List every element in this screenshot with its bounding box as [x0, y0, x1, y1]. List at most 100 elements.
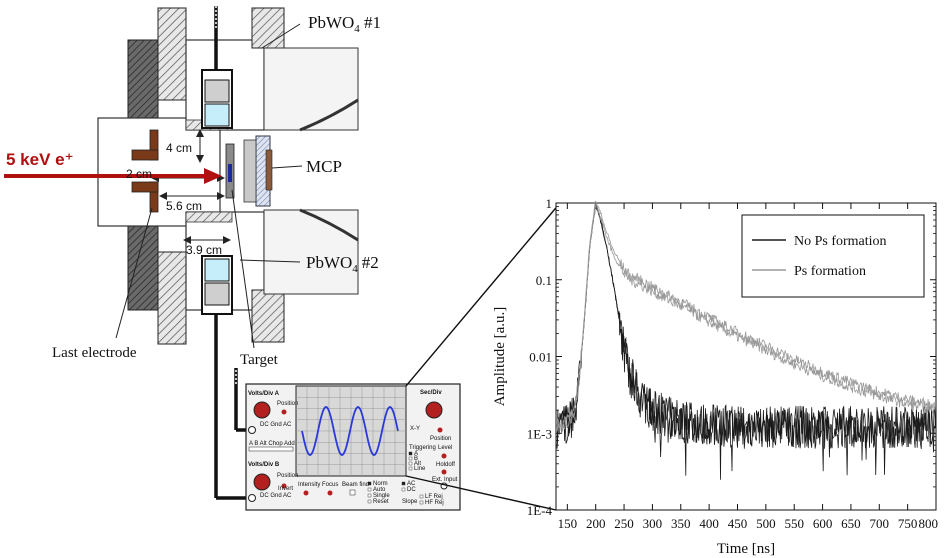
intensity-label: Intensity: [298, 482, 320, 488]
x-tick-label: 250: [614, 516, 634, 531]
triggering-label: Triggering: [409, 445, 436, 451]
legend-box: [741, 214, 925, 298]
pbwo4-2-label: PbWO4 #2: [306, 253, 379, 275]
target-spot: [228, 164, 232, 182]
volts-div-a-knob[interactable]: [253, 401, 271, 419]
y-tick-label: 1E-3: [527, 426, 552, 441]
trigger-source-checkbox[interactable]: [408, 466, 413, 471]
coupling-a-label: DC Gnd AC: [260, 422, 292, 428]
pointer-target: [231, 189, 255, 349]
trigger-filter-checkbox[interactable]: [419, 494, 424, 499]
beam-find-label: Beam find: [342, 482, 369, 488]
pointer-pbwo4-1: [261, 23, 301, 49]
legend-entry: No Ps formation: [794, 234, 887, 249]
level-label: Level: [438, 445, 452, 451]
pbwo4-1-scint: [204, 103, 230, 127]
pbwo4-2-pmt: [204, 282, 230, 306]
pbwo4-1-pmt: [204, 79, 230, 103]
right-upper-port: [263, 47, 359, 131]
position-b-knob[interactable]: [281, 483, 287, 489]
input-b-connector[interactable]: [248, 494, 256, 502]
dim-3-9cm-label: 3.9 cm: [186, 243, 222, 257]
pointer-last-electrode: [115, 207, 153, 339]
right-lower-port: [263, 209, 359, 295]
y-axis-ticks: 1 0.1 0.01 1E-3 1E-4: [527, 196, 936, 518]
pointer-pbwo4-2: [239, 259, 301, 263]
volts-div-a-label: Volts/Div A: [248, 391, 280, 397]
position-a-knob[interactable]: [281, 409, 287, 415]
scope-waveform: [301, 406, 399, 456]
mode-row-label: A B Alt Chop Add: [249, 441, 295, 447]
sec-div-label: Sec/Div: [420, 390, 442, 396]
x-tick-label: 400: [699, 516, 719, 531]
port-curve-top: [299, 98, 359, 132]
input-a-connector[interactable]: [248, 426, 256, 434]
trigger-coupling-checkbox[interactable]: [401, 481, 406, 486]
mcp-holder: [243, 139, 257, 203]
trigger-coupling-checkbox[interactable]: [401, 487, 406, 492]
beam-find-button[interactable]: [349, 489, 356, 496]
oscilloscope: Volts/Div A Position DC Gnd AC A B Alt C…: [245, 383, 461, 511]
x-tick-label: 550: [784, 516, 804, 531]
x-tick-label: 450: [728, 516, 748, 531]
focus-knob[interactable]: [327, 490, 333, 496]
level-knob[interactable]: [441, 453, 447, 459]
port-curve-bottom: [299, 208, 359, 242]
zoom-line-bottom: [405, 475, 557, 511]
apparatus-diagram: 5 keV e⁺ PbWO4 #1 MCP PbWO4 #2 Target Las…: [4, 6, 381, 500]
invert-label: Invert: [278, 486, 293, 492]
position-b-label: Position: [277, 473, 298, 479]
pbwo4-1-label: PbWO4 #1: [308, 13, 381, 35]
trigger-mode-checkbox[interactable]: [367, 481, 372, 486]
trigger-mode-item: Reset: [373, 499, 389, 505]
mcp-anode: [265, 149, 273, 191]
trigger-coupling-item: DC: [407, 487, 416, 493]
top-right-flange: [251, 7, 285, 49]
trigger-filter-item: LF Rej: [425, 494, 443, 500]
holdoff-knob[interactable]: [441, 469, 447, 475]
beam-label: 5 keV e⁺: [6, 150, 74, 169]
mode-switch-row[interactable]: [248, 446, 294, 452]
trigger-filter-checkbox[interactable]: [419, 500, 424, 505]
series-line-ps: [556, 201, 936, 428]
top-left-wall: [157, 7, 187, 101]
intensity-knob[interactable]: [303, 490, 309, 496]
trigger-mode-item: Auto: [373, 487, 386, 493]
trigger-source-item: Alt: [414, 461, 421, 467]
bottom-right-flange: [251, 289, 285, 343]
sec-div-knob[interactable]: [425, 401, 443, 419]
y-tick-label: 0.1: [536, 273, 552, 288]
trigger-source-checkbox[interactable]: [408, 456, 413, 461]
series-group: [556, 201, 936, 480]
electrode-bottom-flange: [131, 181, 159, 193]
trigger-source-item: B: [414, 456, 418, 462]
trigger-mode-checkbox[interactable]: [367, 499, 372, 504]
positron-beam-arrowhead: [204, 168, 222, 184]
trigger-coupling-item: AC: [407, 481, 416, 487]
trigger-mode-checkbox[interactable]: [367, 493, 372, 498]
y-tick-label: 1: [546, 196, 553, 211]
x-tick-label: 350: [671, 516, 691, 531]
amplitude-chart: 1 0.1 0.01 1E-3 1E-4 150 200 250 300 350 400 450 50…: [492, 196, 938, 557]
y-tick-label: 0.01: [529, 350, 552, 365]
holdoff-label: Holdoff: [436, 462, 455, 468]
trigger-source-item: Line: [414, 466, 426, 472]
series-line-no-ps: [556, 204, 936, 476]
x-tick-label: 700: [870, 516, 890, 531]
trigger-mode-checkbox[interactable]: [367, 487, 372, 492]
trigger-filter-item: HF Rej: [425, 500, 444, 506]
position-r-knob[interactable]: [437, 427, 443, 433]
x-tick-label: 150: [558, 516, 578, 531]
bottom-left-wall: [157, 251, 187, 345]
volts-div-b-label: Volts/Div B: [248, 462, 280, 468]
trigger-source-checkbox[interactable]: [408, 451, 413, 456]
trigger-source-checkbox[interactable]: [408, 461, 413, 466]
volts-div-b-knob[interactable]: [253, 473, 271, 491]
trigger-source-item: A: [414, 451, 418, 457]
focus-label: Focus: [322, 482, 338, 488]
